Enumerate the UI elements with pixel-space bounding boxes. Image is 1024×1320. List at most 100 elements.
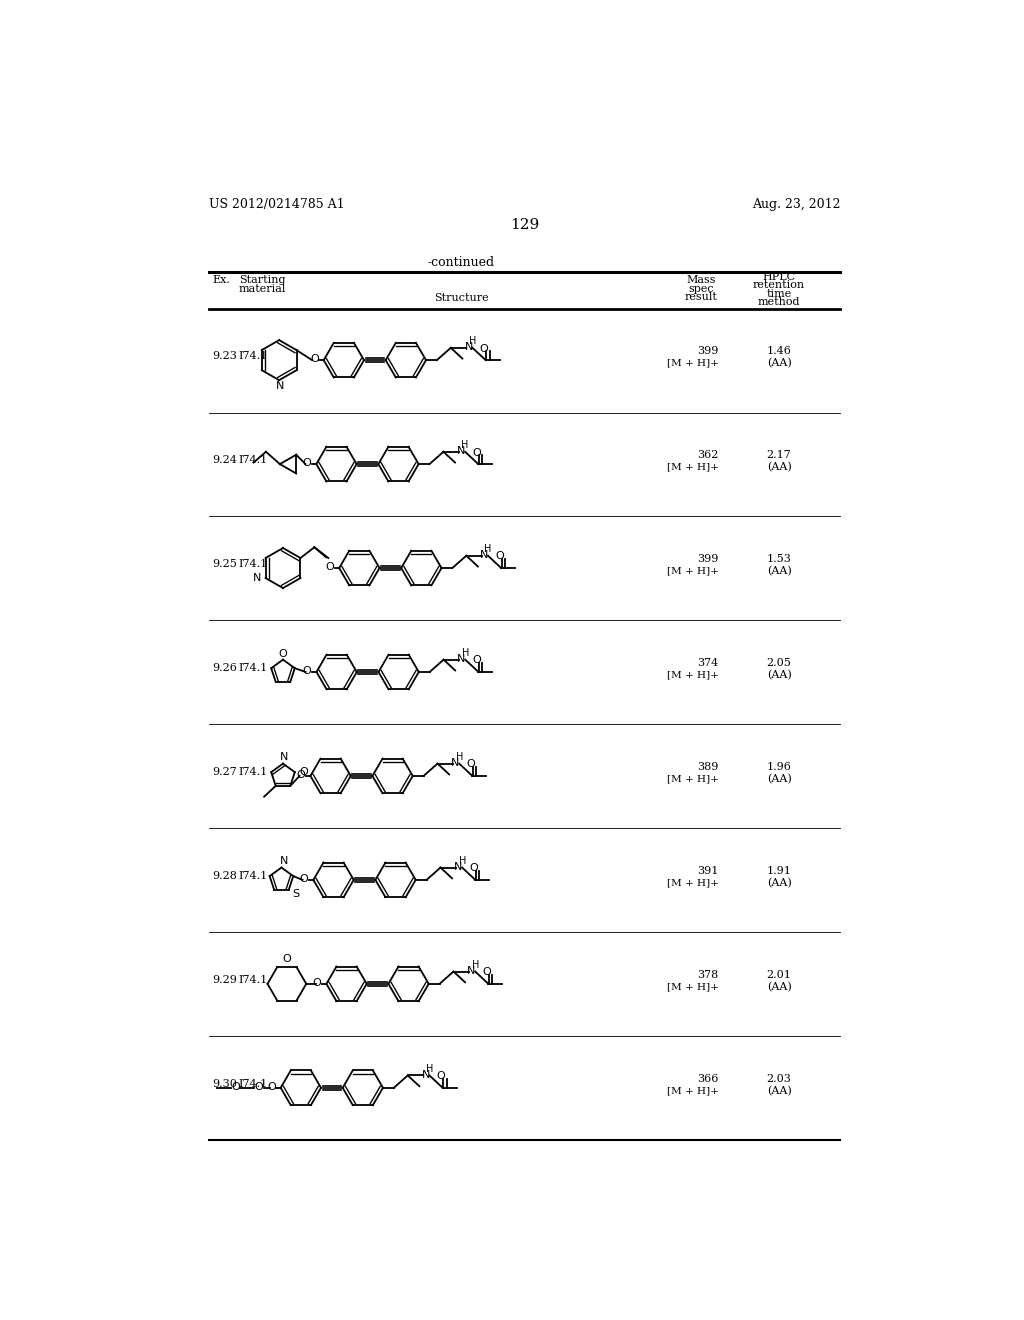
Text: H: H bbox=[459, 855, 466, 866]
Text: Structure: Structure bbox=[434, 293, 488, 304]
Text: (AA): (AA) bbox=[767, 358, 792, 368]
Text: I74.1: I74.1 bbox=[239, 767, 268, 777]
Text: H: H bbox=[426, 1064, 433, 1073]
Text: N: N bbox=[458, 653, 466, 664]
Text: 9.30: 9.30 bbox=[212, 1078, 238, 1089]
Text: [M + H]+: [M + H]+ bbox=[667, 671, 719, 680]
Text: H: H bbox=[462, 440, 469, 450]
Text: O: O bbox=[472, 656, 481, 665]
Text: 1.53: 1.53 bbox=[767, 554, 792, 564]
Text: O: O bbox=[312, 978, 322, 989]
Text: N: N bbox=[253, 573, 262, 583]
Text: 374: 374 bbox=[697, 657, 719, 668]
Text: O: O bbox=[279, 648, 288, 659]
Text: 366: 366 bbox=[697, 1073, 719, 1084]
Text: O: O bbox=[231, 1082, 240, 1092]
Text: time: time bbox=[766, 289, 792, 298]
Text: N: N bbox=[281, 751, 289, 762]
Text: (AA): (AA) bbox=[767, 1086, 792, 1096]
Text: N: N bbox=[465, 342, 473, 352]
Text: (AA): (AA) bbox=[767, 774, 792, 784]
Text: 389: 389 bbox=[697, 762, 719, 772]
Text: [M + H]+: [M + H]+ bbox=[667, 463, 719, 471]
Text: I74.1: I74.1 bbox=[239, 351, 268, 362]
Text: [M + H]+: [M + H]+ bbox=[667, 982, 719, 991]
Text: O: O bbox=[482, 968, 492, 977]
Text: 9.26: 9.26 bbox=[212, 663, 238, 673]
Text: 399: 399 bbox=[697, 346, 719, 356]
Text: H: H bbox=[484, 544, 492, 554]
Text: 2.03: 2.03 bbox=[767, 1073, 792, 1084]
Text: spec: spec bbox=[689, 284, 715, 294]
Text: 391: 391 bbox=[697, 866, 719, 875]
Text: Mass: Mass bbox=[687, 276, 716, 285]
Text: H: H bbox=[469, 335, 476, 346]
Text: Ex.: Ex. bbox=[212, 276, 230, 285]
Text: N: N bbox=[280, 857, 288, 866]
Text: 2.01: 2.01 bbox=[767, 970, 792, 979]
Text: 2.05: 2.05 bbox=[767, 657, 792, 668]
Text: O: O bbox=[467, 759, 475, 770]
Text: O: O bbox=[297, 770, 305, 780]
Text: 1.96: 1.96 bbox=[767, 762, 792, 772]
Text: [M + H]+: [M + H]+ bbox=[667, 359, 719, 368]
Text: 362: 362 bbox=[697, 450, 719, 459]
Text: I74.1: I74.1 bbox=[239, 1078, 268, 1089]
Text: 9.28: 9.28 bbox=[212, 871, 238, 880]
Text: 9.23: 9.23 bbox=[212, 351, 238, 362]
Text: 1.46: 1.46 bbox=[767, 346, 792, 356]
Text: 9.24: 9.24 bbox=[212, 455, 238, 465]
Text: O: O bbox=[283, 954, 291, 965]
Text: 378: 378 bbox=[697, 970, 719, 979]
Text: 9.25: 9.25 bbox=[212, 560, 238, 569]
Text: I74.1: I74.1 bbox=[239, 975, 268, 985]
Text: N: N bbox=[454, 862, 463, 871]
Text: O: O bbox=[496, 552, 504, 561]
Text: H: H bbox=[462, 648, 469, 657]
Text: O: O bbox=[303, 458, 311, 469]
Text: 399: 399 bbox=[697, 554, 719, 564]
Text: material: material bbox=[239, 284, 286, 294]
Text: 1.91: 1.91 bbox=[767, 866, 792, 875]
Text: [M + H]+: [M + H]+ bbox=[667, 775, 719, 784]
Text: O: O bbox=[255, 1082, 263, 1092]
Text: I74.1: I74.1 bbox=[239, 560, 268, 569]
Text: O: O bbox=[300, 874, 308, 884]
Text: O: O bbox=[299, 767, 308, 777]
Text: (AA): (AA) bbox=[767, 566, 792, 577]
Text: [M + H]+: [M + H]+ bbox=[667, 879, 719, 887]
Text: (AA): (AA) bbox=[767, 982, 792, 993]
Text: 129: 129 bbox=[510, 218, 540, 232]
Text: (AA): (AA) bbox=[767, 671, 792, 680]
Text: (AA): (AA) bbox=[767, 462, 792, 473]
Text: 2.17: 2.17 bbox=[767, 450, 792, 459]
Text: I74.1: I74.1 bbox=[239, 871, 268, 880]
Text: result: result bbox=[685, 293, 718, 302]
Text: O: O bbox=[472, 447, 481, 458]
Text: H: H bbox=[456, 751, 463, 762]
Text: O: O bbox=[436, 1072, 445, 1081]
Text: O: O bbox=[310, 354, 318, 364]
Text: O: O bbox=[326, 562, 334, 573]
Text: N: N bbox=[452, 758, 460, 768]
Text: retention: retention bbox=[753, 280, 805, 290]
Text: H: H bbox=[471, 960, 479, 970]
Text: N: N bbox=[275, 381, 284, 391]
Text: US 2012/0214785 A1: US 2012/0214785 A1 bbox=[209, 198, 345, 211]
Text: HPLC: HPLC bbox=[763, 272, 796, 281]
Text: [M + H]+: [M + H]+ bbox=[667, 1086, 719, 1096]
Text: N: N bbox=[480, 550, 488, 560]
Text: Starting: Starting bbox=[239, 276, 286, 285]
Text: N: N bbox=[422, 1069, 430, 1080]
Text: O: O bbox=[267, 1082, 275, 1092]
Text: [M + H]+: [M + H]+ bbox=[667, 566, 719, 576]
Text: S: S bbox=[292, 890, 299, 899]
Text: O: O bbox=[303, 667, 311, 676]
Text: I74.1: I74.1 bbox=[239, 663, 268, 673]
Text: -continued: -continued bbox=[428, 256, 495, 269]
Text: Aug. 23, 2012: Aug. 23, 2012 bbox=[753, 198, 841, 211]
Text: method: method bbox=[758, 297, 800, 308]
Text: I74.1: I74.1 bbox=[239, 455, 268, 465]
Text: O: O bbox=[480, 343, 488, 354]
Text: O: O bbox=[469, 863, 478, 874]
